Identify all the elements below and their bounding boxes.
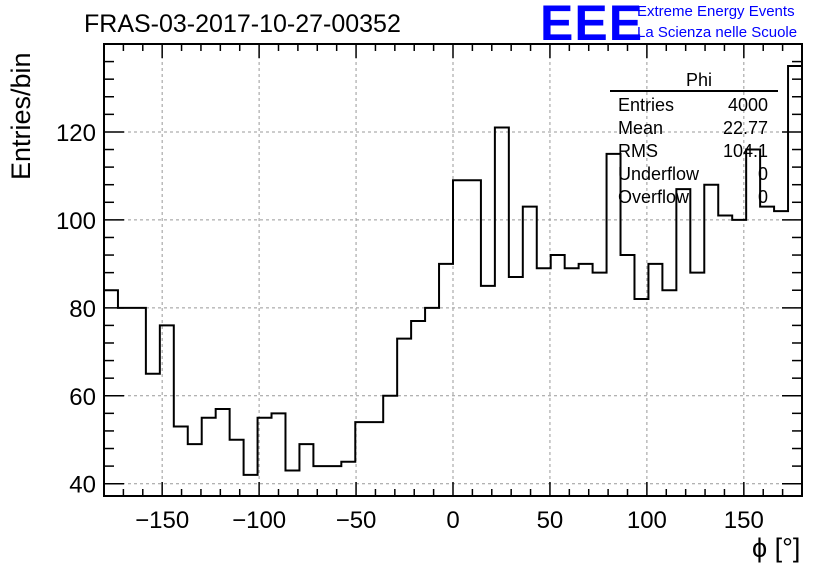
x-tick-label: −100 (232, 507, 286, 534)
histogram-bin (774, 211, 788, 496)
histogram-bin (648, 264, 662, 496)
histogram-bin (202, 418, 216, 496)
histogram-bin (551, 255, 565, 496)
histogram-bin (718, 215, 732, 496)
histogram-bin (523, 207, 537, 496)
histogram-bin (327, 466, 341, 496)
eee-logo: EEE (540, 0, 644, 51)
y-tick-label: 60 (69, 384, 96, 411)
histogram-bin (411, 321, 425, 496)
stats-value: 0 (757, 187, 768, 207)
histogram-bin (341, 462, 355, 496)
stats-key: Overflow (618, 187, 690, 207)
x-tick-label: −50 (336, 507, 377, 534)
histogram-bin (132, 308, 146, 496)
stats-row-underflow: Underflow 0 (610, 163, 778, 186)
histogram-bin (299, 444, 313, 496)
histogram-bin (704, 185, 718, 496)
histogram-bin (467, 180, 481, 496)
histogram-bin (272, 413, 286, 496)
histogram-bin (453, 180, 467, 496)
histogram-bin (676, 189, 690, 496)
histogram-bin (565, 268, 579, 496)
histogram-bin (118, 308, 132, 496)
histogram-bin (104, 290, 118, 496)
stats-row-overflow: Overflow 0 (610, 186, 778, 209)
logo-caption-line2: La Scienza nelle Scuole (637, 24, 798, 41)
x-tick-label: 50 (537, 507, 564, 534)
x-axis-label: ϕ [°] (752, 533, 801, 563)
histogram-bin (593, 273, 607, 496)
histogram-bin (621, 255, 635, 496)
y-tick-label: 100 (56, 208, 96, 235)
histogram-bin (397, 339, 411, 496)
histogram-bin (634, 299, 648, 496)
x-tick-label: 100 (627, 507, 667, 534)
x-tick-label: 150 (724, 507, 764, 534)
histogram-bin (313, 466, 327, 496)
stats-value: 0 (757, 164, 768, 184)
stats-divider (610, 90, 778, 92)
histogram-bin (230, 440, 244, 496)
x-tick-label: 0 (446, 507, 459, 534)
histogram-bin (160, 325, 174, 496)
histogram-bin (690, 273, 704, 496)
histogram-bin (732, 220, 746, 496)
histogram-bin (146, 374, 160, 496)
histogram-bin (481, 286, 495, 496)
x-tick-label: −150 (135, 507, 189, 534)
chart-title: FRAS-03-2017-10-27-00352 (84, 10, 401, 38)
histogram-bin (174, 427, 188, 496)
stats-value: 4000 (727, 95, 768, 115)
stats-box: Phi Entries 4000 Mean 22.77 RMS 104.1 Un… (610, 70, 778, 209)
histogram-bin (383, 396, 397, 496)
stats-value: 22.77 (722, 118, 768, 138)
stats-key: Entries (618, 95, 675, 115)
stats-value: 104.1 (722, 141, 768, 161)
histogram-bin (244, 475, 258, 496)
histogram-bin (216, 409, 230, 496)
histogram-bin (369, 422, 383, 496)
histogram-series-line (104, 64, 802, 476)
stats-row-entries: Entries 4000 (610, 94, 778, 117)
histogram-bin (579, 264, 593, 496)
y-tick-label: 120 (56, 120, 96, 147)
histogram-bin (439, 264, 453, 496)
stats-key: Mean (618, 118, 664, 138)
histogram-bin (355, 422, 369, 496)
y-tick-label: 40 (69, 472, 96, 499)
histogram-bin (495, 128, 509, 496)
histogram-bin (509, 277, 523, 496)
stats-row-rms: RMS 104.1 (610, 140, 778, 163)
stats-row-mean: Mean 22.77 (610, 117, 778, 140)
histogram-bin (188, 444, 202, 496)
histogram-bin (760, 207, 774, 496)
stats-key: RMS (618, 141, 658, 161)
stats-key: Underflow (618, 164, 700, 184)
histogram-bin (537, 268, 551, 496)
logo-caption-line1: Extreme Energy Events (637, 3, 795, 20)
y-axis-label: Entries/bin (6, 52, 36, 180)
y-tick-label: 80 (69, 296, 96, 323)
histogram-bin (662, 290, 676, 496)
histogram-bin (425, 308, 439, 496)
stats-title: Phi (685, 70, 712, 90)
